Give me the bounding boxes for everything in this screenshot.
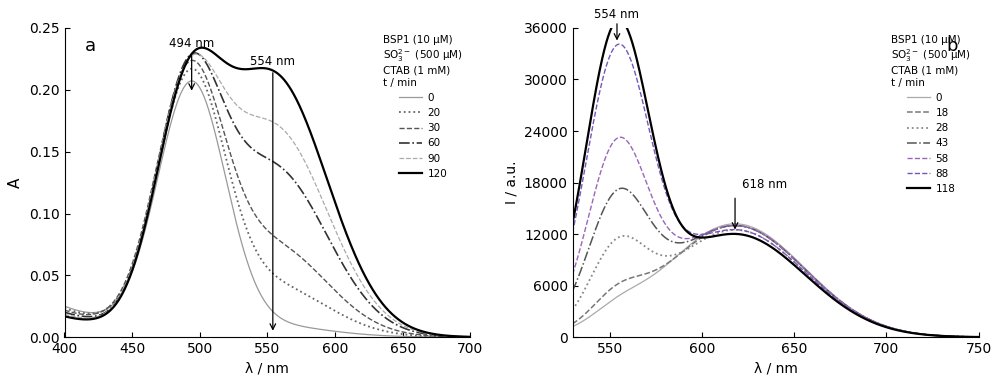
Text: 494 nm: 494 nm bbox=[169, 37, 214, 50]
Y-axis label: I / a.u.: I / a.u. bbox=[504, 161, 518, 204]
Legend: 0, 18, 28, 43, 58, 88, 118: 0, 18, 28, 43, 58, 88, 118 bbox=[889, 33, 973, 196]
X-axis label: λ / nm: λ / nm bbox=[754, 362, 798, 376]
X-axis label: λ / nm: λ / nm bbox=[245, 362, 289, 376]
Legend: 0, 20, 30, 60, 90, 120: 0, 20, 30, 60, 90, 120 bbox=[381, 33, 465, 181]
Text: 554 nm: 554 nm bbox=[594, 8, 639, 21]
Text: a: a bbox=[85, 37, 96, 55]
Text: 554 nm: 554 nm bbox=[250, 55, 295, 68]
Y-axis label: A: A bbox=[8, 177, 23, 188]
Text: b: b bbox=[947, 37, 958, 55]
Text: 618 nm: 618 nm bbox=[742, 178, 788, 191]
